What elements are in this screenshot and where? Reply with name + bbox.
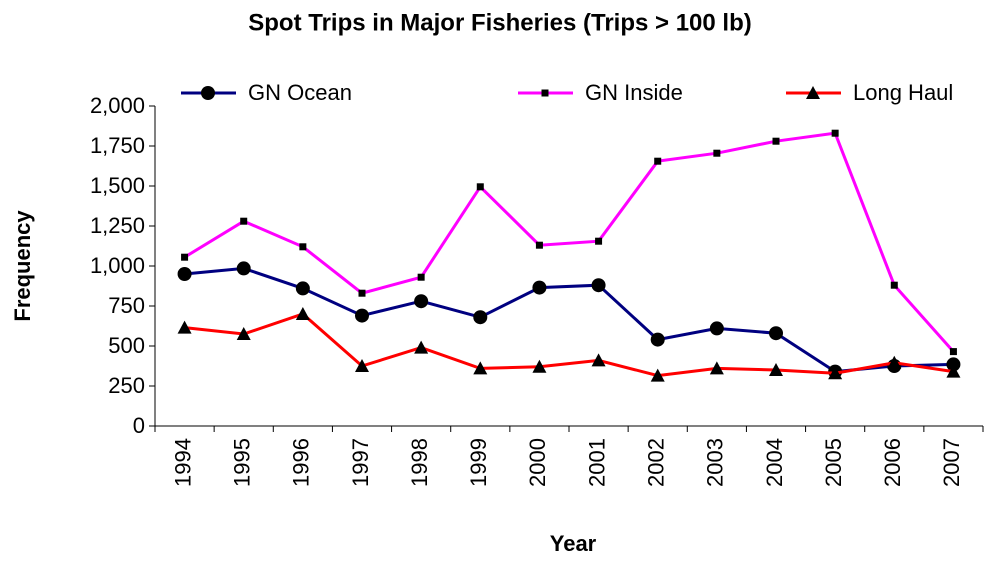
data-point (535, 241, 543, 249)
data-point (473, 361, 488, 375)
data-point (828, 366, 843, 380)
chart-title: Spot Trips in Major Fisheries (Trips > 1… (248, 9, 751, 36)
data-point (949, 348, 957, 356)
legend-label: Long Haul (853, 80, 953, 105)
x-tick-label: 1997 (348, 438, 373, 487)
data-point (831, 129, 839, 137)
data-point (532, 280, 547, 295)
x-tick-label: 2007 (939, 438, 964, 487)
legend-marker (541, 89, 549, 97)
y-tick-label: 2,000 (90, 93, 145, 118)
x-tick-label: 2003 (703, 438, 728, 487)
data-point (591, 353, 606, 367)
data-point (181, 253, 189, 261)
data-point (887, 355, 902, 369)
y-tick-label: 0 (133, 413, 145, 438)
x-tick-label: 1999 (466, 438, 491, 487)
series-line (184, 312, 954, 378)
x-tick-label: 2000 (525, 438, 550, 487)
y-tick-label: 1,750 (90, 133, 145, 158)
x-tick-label: 2004 (762, 438, 787, 487)
data-point (650, 332, 665, 347)
series-line (183, 131, 955, 353)
data-point (299, 243, 307, 251)
data-point (595, 237, 603, 245)
data-point (769, 363, 783, 376)
y-tick-label: 1,500 (90, 173, 145, 198)
data-point (355, 308, 369, 323)
data-point (295, 307, 310, 320)
data-point (709, 321, 724, 336)
data-point (713, 149, 721, 157)
data-point (236, 261, 251, 276)
x-tick-label: 1996 (289, 438, 314, 487)
x-tick-label: 2005 (821, 438, 846, 487)
x-axis-label: Year (550, 531, 597, 556)
y-tick-label: 500 (108, 333, 145, 358)
data-point (709, 361, 724, 375)
data-point (240, 217, 248, 225)
y-tick-label: 1,000 (90, 253, 145, 278)
legend-marker (201, 86, 215, 100)
data-point (177, 320, 192, 334)
data-point (650, 368, 665, 382)
data-point (769, 326, 783, 341)
legend-label: GN Inside (585, 80, 683, 105)
data-point (591, 278, 606, 293)
y-axis-label: Frequency (10, 210, 35, 322)
data-point (414, 294, 429, 309)
data-point (236, 327, 251, 340)
data-point (772, 137, 780, 145)
legend-label: GN Ocean (248, 80, 352, 105)
data-point (358, 289, 366, 297)
data-point (476, 183, 484, 191)
y-tick-label: 750 (108, 293, 145, 318)
data-point (946, 364, 961, 378)
y-tick-label: 250 (108, 373, 145, 398)
series-line (184, 266, 954, 374)
data-point (946, 357, 961, 372)
x-tick-label: 1995 (230, 438, 255, 487)
data-point (355, 359, 369, 372)
data-point (473, 310, 488, 325)
data-point (532, 359, 547, 373)
data-point (295, 281, 310, 296)
data-point (654, 157, 662, 165)
x-tick-label: 1994 (170, 438, 195, 487)
x-tick-label: 2001 (584, 438, 609, 487)
y-tick-label: 1,250 (90, 213, 145, 238)
data-point (177, 267, 192, 281)
data-point (890, 281, 898, 289)
x-tick-label: 1998 (407, 438, 432, 487)
x-tick-label: 2006 (880, 438, 905, 487)
data-point (417, 273, 425, 281)
data-point (414, 340, 429, 354)
x-tick-label: 2002 (644, 438, 669, 487)
legend-marker (806, 86, 820, 99)
